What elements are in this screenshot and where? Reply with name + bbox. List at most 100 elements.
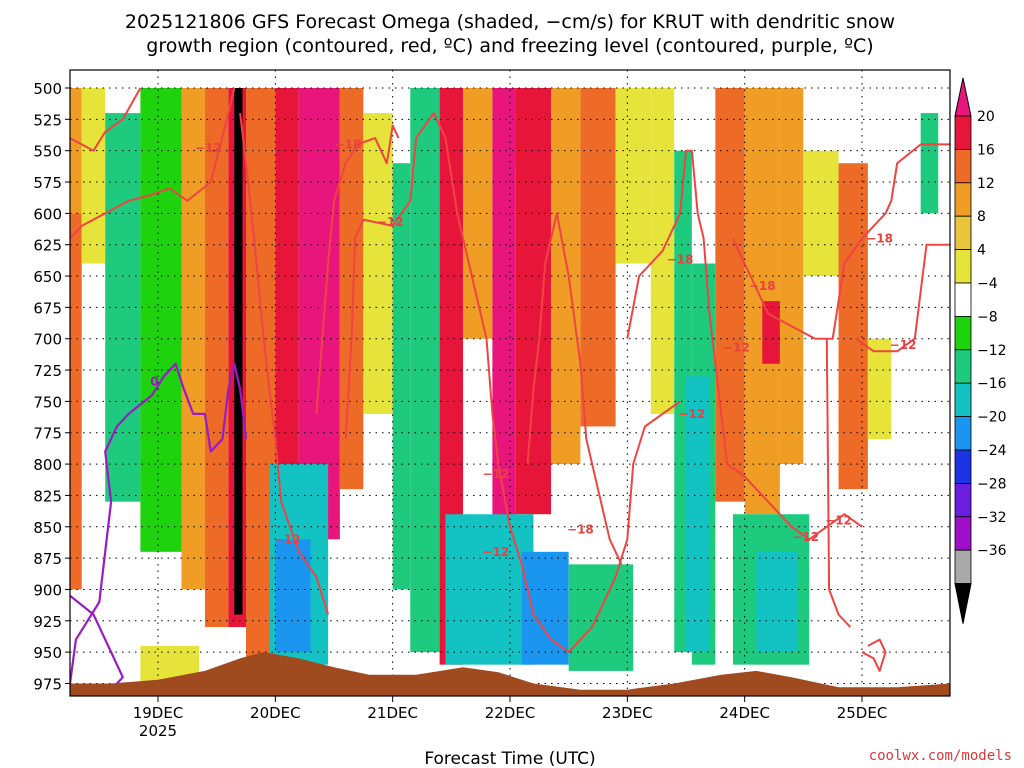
contour-labels: −12 −18−12−12−12−12−18−18−12−12−18−12−12−… — [150, 137, 916, 558]
colorbar-label-10: −24 — [977, 443, 1007, 459]
colorbar-bottom-arrow — [954, 583, 972, 624]
colorbar-swatch-13 — [954, 549, 972, 585]
y-tick-label-650: 650 — [33, 268, 62, 286]
x-tick-label-23: 23DEC — [602, 704, 653, 722]
omega-column-6 — [204, 88, 229, 628]
y-tick-label-775: 775 — [33, 425, 62, 443]
omega-column-10 — [298, 88, 340, 540]
colorbar-swatch-9 — [954, 416, 972, 451]
terrain — [70, 652, 950, 696]
dgz-contour-6 — [626, 149, 863, 541]
colorbar-swatch-5 — [954, 282, 972, 317]
contour-label-1: −18 — [335, 137, 362, 151]
omega-column-4 — [140, 88, 182, 552]
colorbar: 20 16 12 8 4 −4 −8 −12 −16 −20 −24 −28 −32 −36 — [954, 77, 1007, 624]
contours — [70, 87, 950, 691]
omega-patch-4 — [568, 564, 634, 671]
y-tick-label-975: 975 — [33, 675, 62, 693]
contour-label-4: −12 — [483, 467, 510, 481]
contour-label-10: −18 — [749, 279, 776, 293]
y-axis: 500 525 550 575 600 625 650 675 700 725 750 775 800 8… — [33, 80, 70, 693]
gridlines — [70, 70, 950, 696]
contour-label-0: −12 — [195, 141, 222, 155]
y-tick-label-700: 700 — [33, 331, 62, 349]
colorbar-swatch-3 — [954, 215, 972, 250]
y-tick-label-500: 500 — [33, 80, 62, 98]
omega-column-2 — [81, 88, 106, 264]
colorbar-swatch-8 — [954, 382, 972, 418]
contour-label-12: −12 — [825, 513, 852, 527]
y-tick-label-925: 925 — [33, 613, 62, 631]
omega-column-20 — [580, 88, 616, 427]
colorbar-swatch-0 — [954, 115, 972, 150]
y-tick-label-575: 575 — [33, 174, 62, 192]
x-tick-label-19: 19DEC — [133, 704, 184, 722]
x-axis-title: Forecast Time (UTC) — [424, 749, 595, 768]
omega-column-25 — [715, 88, 745, 502]
omega-column-28 — [803, 150, 839, 277]
contour-label-8: −12 — [678, 407, 705, 421]
freezing-contour — [70, 362, 248, 684]
omega-patch-11 — [234, 88, 243, 615]
y-tick-label-750: 750 — [33, 393, 62, 411]
dgz-contour-7 — [731, 143, 950, 340]
contour-label-9: −12 — [723, 340, 750, 354]
colorbar-label-2: 12 — [977, 176, 995, 192]
chart-title-line1: 2025121806 GFS Forecast Omega (shaded, −… — [125, 11, 895, 33]
contour-label-5: −12 — [483, 545, 510, 559]
colorbar-label-3: 8 — [977, 209, 986, 225]
omega-column-19 — [551, 88, 581, 465]
dgz-contour-5 — [526, 212, 623, 565]
colorbar-label-8: −16 — [977, 376, 1007, 392]
y-tick-label-550: 550 — [33, 143, 62, 161]
y-tick-label-625: 625 — [33, 237, 62, 255]
dgz-contour-4 — [344, 112, 681, 654]
chart-title-line2: growth region (contoured, red, ºC) and f… — [146, 35, 873, 57]
colorbar-swatch-7 — [954, 349, 972, 384]
omega-patch-10 — [762, 301, 780, 364]
y-tick-label-850: 850 — [33, 519, 62, 537]
y-tick-label-950: 950 — [33, 644, 62, 662]
contour-label-11: −12 — [792, 530, 819, 544]
colorbar-label-13: −36 — [977, 543, 1007, 559]
credit-text: coolwx.com/models — [869, 748, 1012, 764]
contour-label-15: 0 — [150, 374, 158, 388]
colorbar-swatch-1 — [954, 148, 972, 184]
colorbar-label-5: −4 — [977, 276, 998, 292]
y-tick-label-525: 525 — [33, 111, 62, 129]
contour-label-14: −12 — [890, 338, 917, 352]
x-tick-label-24: 24DEC — [719, 704, 770, 722]
colorbar-label-7: −12 — [977, 343, 1007, 359]
contour-label-3: −12 — [274, 532, 301, 546]
dgz-contour-9 — [855, 243, 950, 353]
omega-patch-7 — [756, 551, 798, 653]
colorbar-label-0: 20 — [977, 109, 995, 125]
y-tick-label-875: 875 — [33, 550, 62, 568]
contour-label-7: −18 — [667, 253, 694, 267]
dgz-contour-8 — [825, 338, 852, 628]
y-tick-label-675: 675 — [33, 299, 62, 317]
omega-column-29 — [838, 163, 868, 490]
y-tick-label-600: 600 — [33, 205, 62, 223]
y-tick-label-900: 900 — [33, 581, 62, 599]
omega-column-11 — [339, 88, 364, 490]
omega-column-1 — [70, 213, 82, 590]
dgz-contour-3 — [315, 124, 400, 414]
y-tick-label-725: 725 — [33, 362, 62, 380]
omega-column-31 — [920, 113, 939, 214]
colorbar-label-6: −8 — [977, 309, 998, 325]
colorbar-label-11: −28 — [977, 476, 1007, 492]
x-tick-label-21: 21DEC — [367, 704, 418, 722]
x-tick-label-20: 20DEC — [250, 704, 301, 722]
colorbar-swatch-12 — [954, 516, 972, 551]
colorbar-label-12: −32 — [977, 510, 1007, 526]
colorbar-top-arrow — [954, 77, 972, 117]
omega-patch-1 — [275, 539, 311, 653]
freezing-contour-2 — [70, 594, 124, 691]
contour-label-2: −12 — [377, 215, 404, 229]
colorbar-swatch-11 — [954, 482, 972, 518]
colorbar-swatch-6 — [954, 315, 972, 351]
omega-column-9 — [275, 88, 299, 590]
dgz-contour-10 — [861, 638, 887, 672]
